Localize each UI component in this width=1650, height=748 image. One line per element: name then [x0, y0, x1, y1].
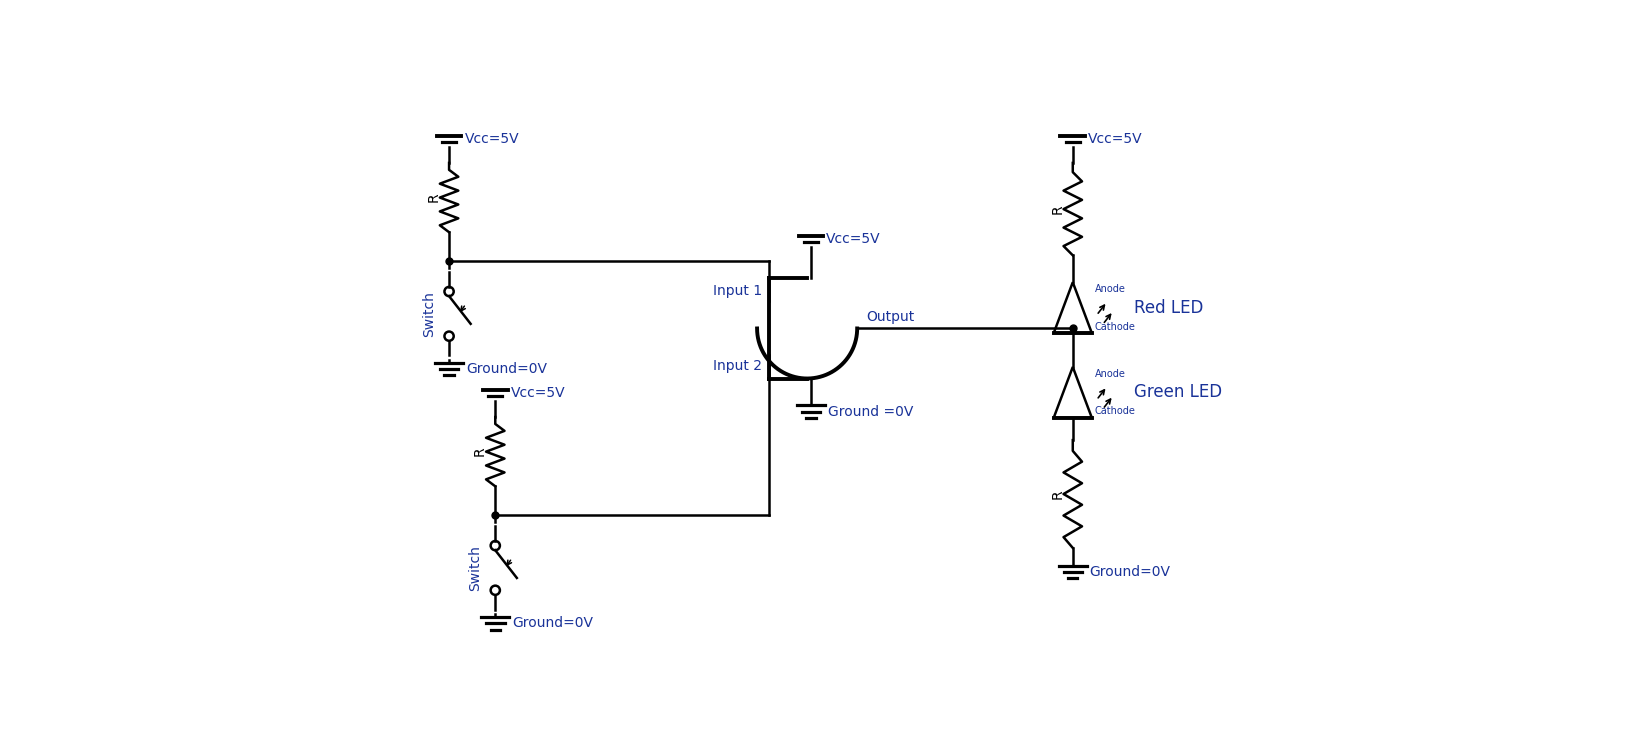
Text: Input 2: Input 2	[713, 358, 762, 373]
Text: Ground=0V: Ground=0V	[512, 616, 594, 631]
Text: R: R	[1051, 204, 1064, 214]
Text: R: R	[474, 447, 487, 456]
Text: Output: Output	[866, 310, 914, 324]
Text: Input 1: Input 1	[713, 284, 762, 298]
Text: Anode: Anode	[1096, 283, 1125, 294]
Text: Ground =0V: Ground =0V	[828, 405, 914, 419]
Text: Cathode: Cathode	[1096, 322, 1135, 331]
Text: Red LED: Red LED	[1135, 298, 1204, 316]
Text: Ground=0V: Ground=0V	[1089, 565, 1172, 579]
Text: R: R	[427, 193, 441, 203]
Text: Vcc=5V: Vcc=5V	[465, 132, 520, 146]
Text: Switch: Switch	[469, 545, 482, 591]
Text: Cathode: Cathode	[1096, 406, 1135, 416]
Text: R: R	[1051, 489, 1064, 499]
Text: Vcc=5V: Vcc=5V	[827, 232, 881, 246]
Text: Green LED: Green LED	[1135, 384, 1223, 402]
Text: Anode: Anode	[1096, 369, 1125, 378]
Text: Vcc=5V: Vcc=5V	[1089, 132, 1143, 146]
Text: Ground=0V: Ground=0V	[465, 362, 548, 376]
Text: Vcc=5V: Vcc=5V	[512, 386, 566, 400]
Text: Switch: Switch	[422, 291, 436, 337]
